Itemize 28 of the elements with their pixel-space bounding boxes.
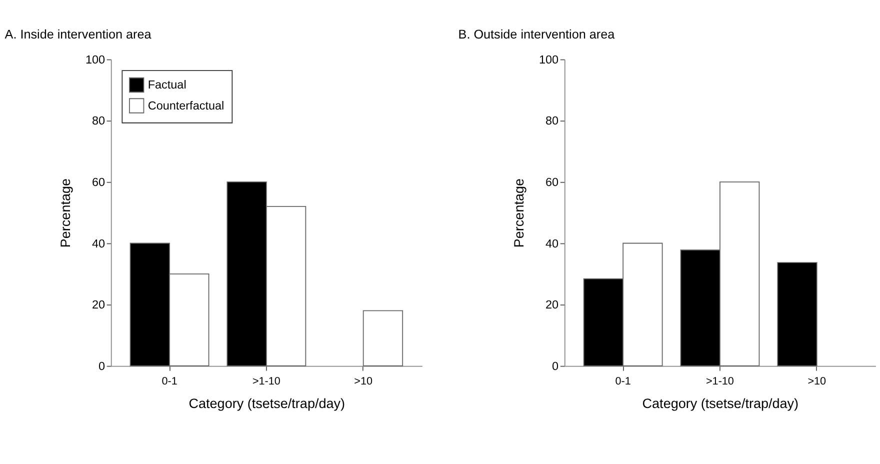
x-tick-label: >1-10	[706, 375, 734, 388]
x-tick-label: 0-1	[162, 375, 178, 388]
y-tick-label: 100	[85, 53, 106, 66]
legend-label: Factual	[148, 78, 186, 92]
y-tick-label: 0	[98, 360, 106, 373]
chart-title: A. Inside intervention area	[4, 28, 152, 42]
y-tick-label: 80	[92, 114, 106, 128]
x-axis-title: Category (tsetse/trap/day)	[642, 396, 799, 411]
x-tick-label: >1-10	[252, 375, 280, 388]
y-tick-label: 80	[546, 114, 560, 128]
x-tick-label: >10	[354, 375, 373, 388]
y-tick-label: 60	[546, 176, 560, 189]
y-tick-label: 20	[92, 298, 106, 312]
y-tick-label: 40	[92, 237, 106, 250]
y-tick-label: 40	[546, 237, 560, 250]
y-tick-label: 100	[539, 53, 560, 66]
y-tick-label: 60	[92, 176, 106, 189]
x-tick-label: 0-1	[615, 375, 631, 388]
legend-label: Counterfactual	[148, 99, 224, 112]
bar	[362, 310, 404, 366]
y-tick-label: 0	[552, 360, 560, 373]
y-tick-label: 20	[546, 298, 560, 312]
chart-title: B. Outside intervention area	[458, 28, 616, 42]
x-axis-title: Category (tsetse/trap/day)	[188, 396, 346, 411]
x-tick-label: >10	[808, 375, 826, 388]
y-axis-title: Percentage	[512, 178, 527, 248]
y-axis-title: Percentage	[58, 178, 74, 248]
bar	[777, 262, 818, 366]
